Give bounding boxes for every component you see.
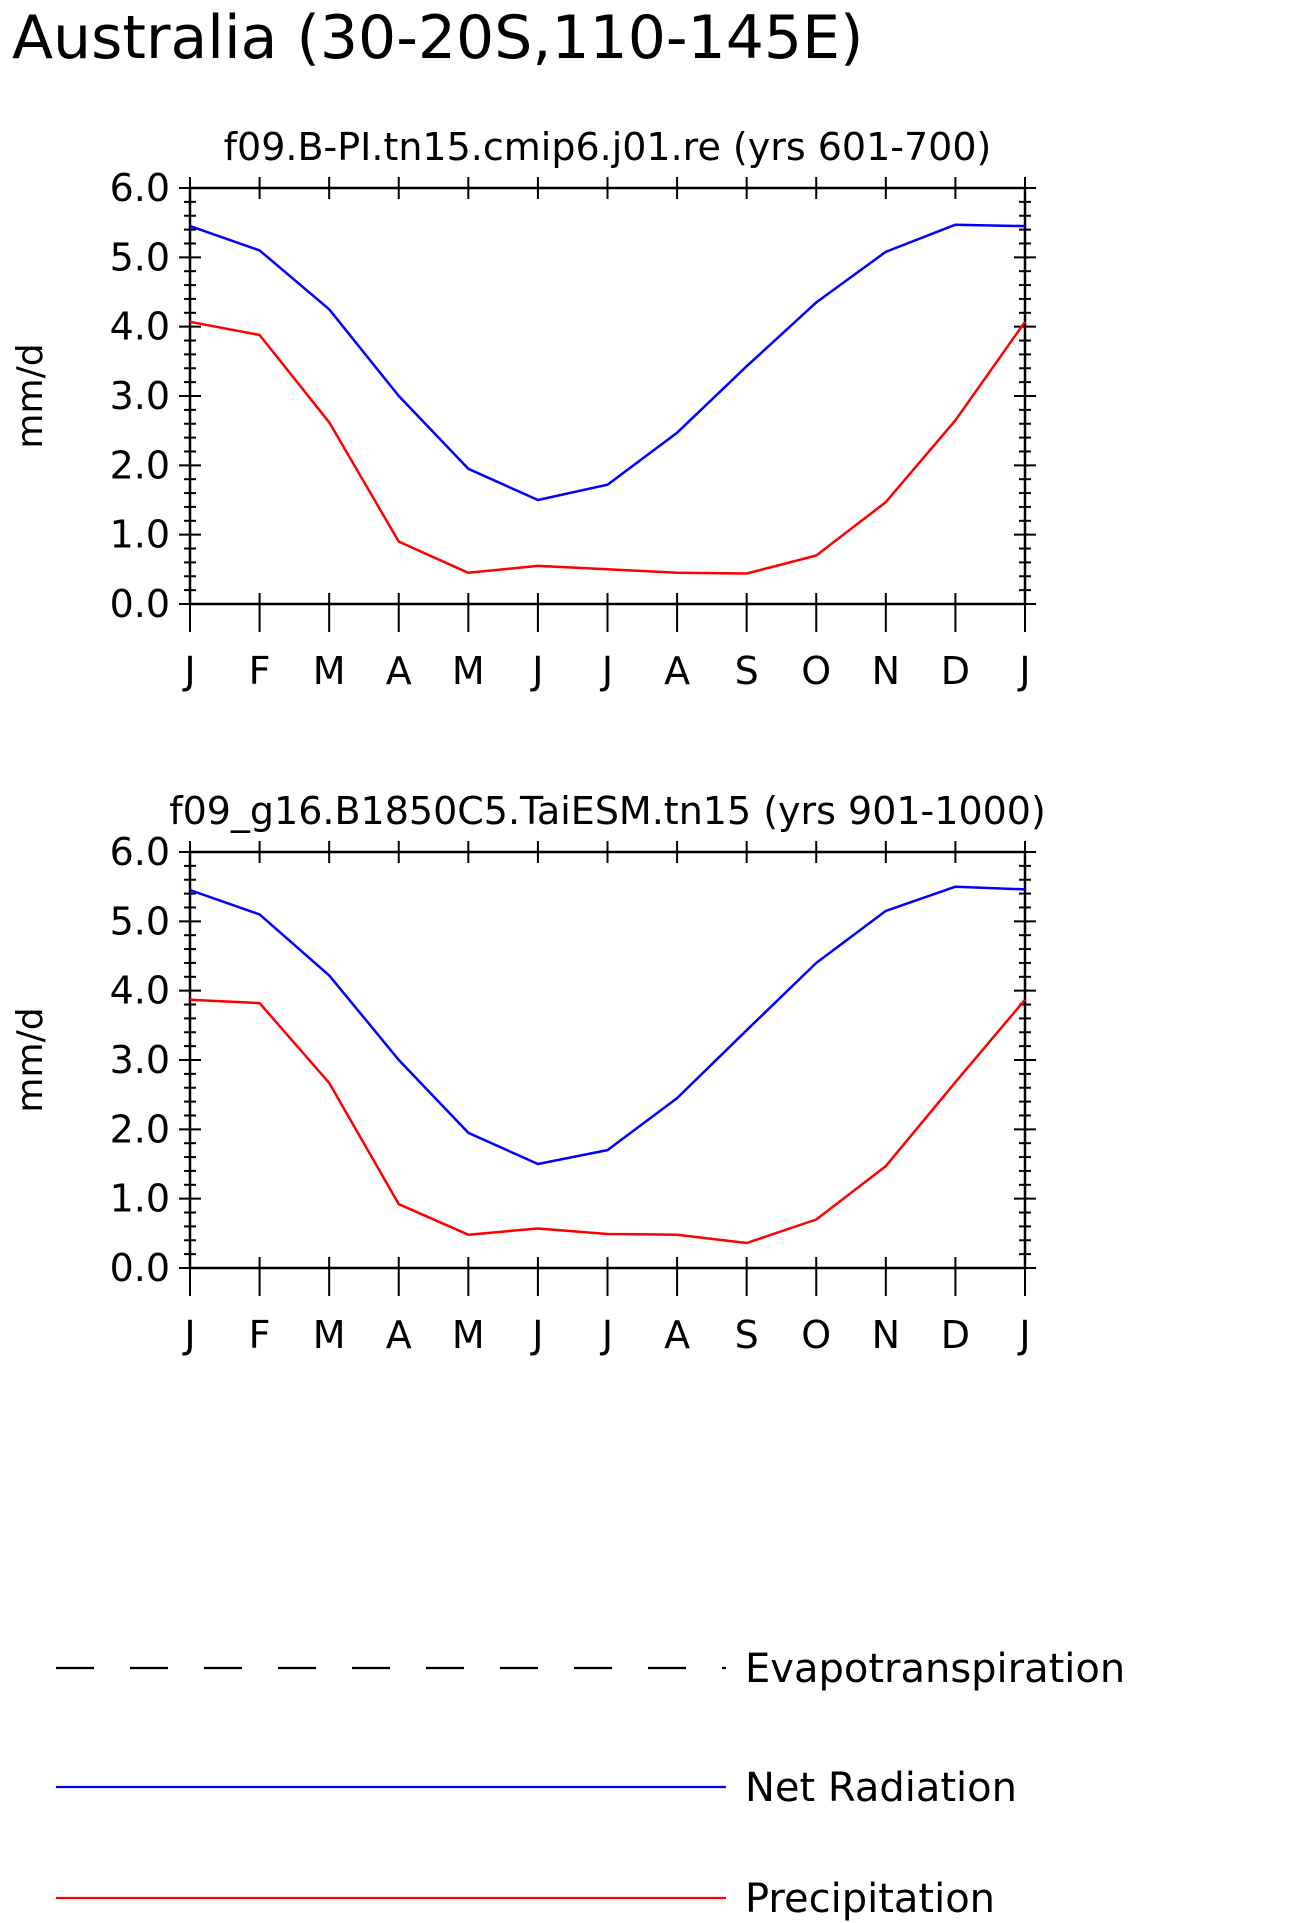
legend: Evapotranspiration Net Radiation Precipita… [56,1646,1125,1922]
x-tick-label: N [872,649,900,693]
plot-frame [188,186,1027,606]
x-tick-label: J [530,649,543,693]
plot-frame [188,850,1027,1270]
legend-label-precipitation: Precipitation [745,1876,995,1922]
x-tick-label: D [941,649,970,693]
x-tick-label: M [452,1313,485,1357]
legend-label-net-radiation: Net Radiation [745,1765,1017,1811]
x-tick-label: A [386,649,412,693]
y-tick-label: 1.0 [110,1177,170,1221]
y-tick-label: 2.0 [110,1107,170,1151]
y-tick-label: 2.0 [110,443,170,487]
series-line-net-radiation [189,885,1026,1166]
legend-label-evapotranspiration: Evapotranspiration [745,1646,1125,1692]
chart-panel-1: f09.B-PI.tn15.cmip6.j01.re (yrs 601-700)… [10,125,1036,693]
y-tick-label: 3.0 [110,1038,170,1082]
x-tick-label: S [735,1313,759,1357]
chart-panel-2: f09_g16.B1850C5.TaiESM.tn15 (yrs 901-100… [10,789,1046,1357]
y-tick-label: 5.0 [110,235,170,279]
y-tick-label: 1.0 [110,513,170,557]
y-tick-label: 6.0 [110,166,170,210]
x-tick-label: F [249,649,271,693]
x-tick-label: O [801,1313,831,1357]
y-tick-label: 4.0 [110,305,170,349]
x-tick-label: M [313,649,346,693]
panel-title: f09_g16.B1850C5.TaiESM.tn15 (yrs 901-100… [169,789,1046,833]
x-tick-label: J [182,1313,195,1357]
x-tick-label: D [941,1313,970,1357]
x-tick-label: J [600,1313,613,1357]
y-axis-label: mm/d [10,343,51,448]
y-tick-label: 3.0 [110,374,170,418]
x-tick-label: M [452,649,485,693]
panel-title: f09.B-PI.tn15.cmip6.j01.re (yrs 601-700) [224,125,992,169]
x-tick-label: J [600,649,613,693]
y-tick-label: 0.0 [110,582,170,626]
x-tick-label: F [249,1313,271,1357]
x-tick-label: A [664,1313,690,1357]
x-tick-label: O [801,649,831,693]
y-tick-label: 4.0 [110,969,170,1013]
figure-title: Australia (30-20S,110-145E) [12,3,863,73]
series-line-net-radiation [189,223,1026,502]
x-tick-label: A [386,1313,412,1357]
y-tick-label: 6.0 [110,830,170,874]
y-axis-label: mm/d [10,1007,51,1112]
series-line-precipitation [189,320,1027,575]
series-line-precipitation [189,998,1026,1245]
x-tick-label: N [872,1313,900,1357]
x-tick-label: J [530,1313,543,1357]
y-tick-label: 0.0 [110,1246,170,1290]
x-tick-label: A [664,649,690,693]
x-tick-label: M [313,1313,346,1357]
x-tick-label: S [735,649,759,693]
x-tick-label: J [1017,649,1030,693]
x-tick-label: J [182,649,195,693]
x-tick-label: J [1017,1313,1030,1357]
y-tick-label: 5.0 [110,899,170,943]
